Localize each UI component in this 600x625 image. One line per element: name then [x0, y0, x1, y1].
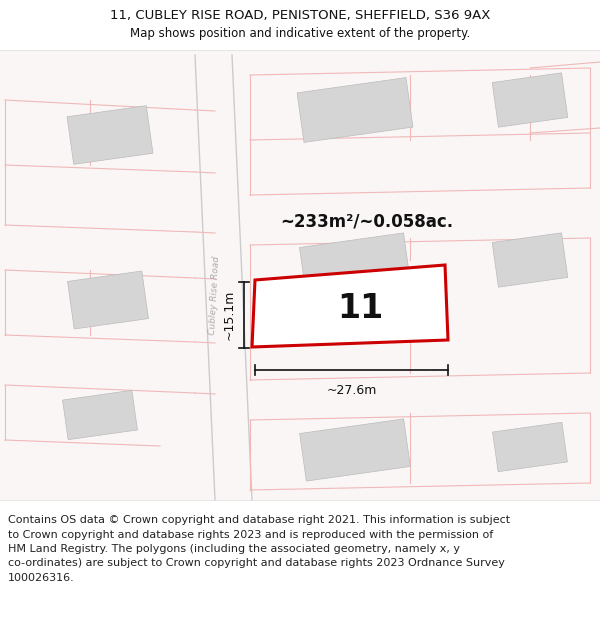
Text: co-ordinates) are subject to Crown copyright and database rights 2023 Ordnance S: co-ordinates) are subject to Crown copyr…	[8, 559, 505, 569]
Text: 11, CUBLEY RISE ROAD, PENISTONE, SHEFFIELD, S36 9AX: 11, CUBLEY RISE ROAD, PENISTONE, SHEFFIE…	[110, 9, 490, 22]
Text: HM Land Registry. The polygons (including the associated geometry, namely x, y: HM Land Registry. The polygons (includin…	[8, 544, 460, 554]
Polygon shape	[62, 391, 137, 439]
Text: 100026316.: 100026316.	[8, 573, 75, 583]
Text: ~233m²/~0.058ac.: ~233m²/~0.058ac.	[280, 213, 453, 231]
Text: Map shows position and indicative extent of the property.: Map shows position and indicative extent…	[130, 28, 470, 41]
Polygon shape	[492, 73, 568, 127]
Text: Contains OS data © Crown copyright and database right 2021. This information is : Contains OS data © Crown copyright and d…	[8, 515, 510, 525]
Text: ~27.6m: ~27.6m	[326, 384, 377, 397]
Polygon shape	[67, 106, 153, 164]
Polygon shape	[68, 271, 148, 329]
Text: to Crown copyright and database rights 2023 and is reproduced with the permissio: to Crown copyright and database rights 2…	[8, 529, 493, 539]
Polygon shape	[493, 422, 568, 472]
Polygon shape	[252, 265, 448, 347]
Bar	[0, 50, 600, 500]
Text: 11: 11	[337, 291, 383, 324]
Polygon shape	[492, 233, 568, 287]
Text: ~15.1m: ~15.1m	[223, 290, 236, 340]
Polygon shape	[299, 419, 410, 481]
Polygon shape	[299, 233, 410, 297]
Text: Cubley Rise Road: Cubley Rise Road	[208, 256, 221, 334]
Polygon shape	[297, 78, 413, 142]
